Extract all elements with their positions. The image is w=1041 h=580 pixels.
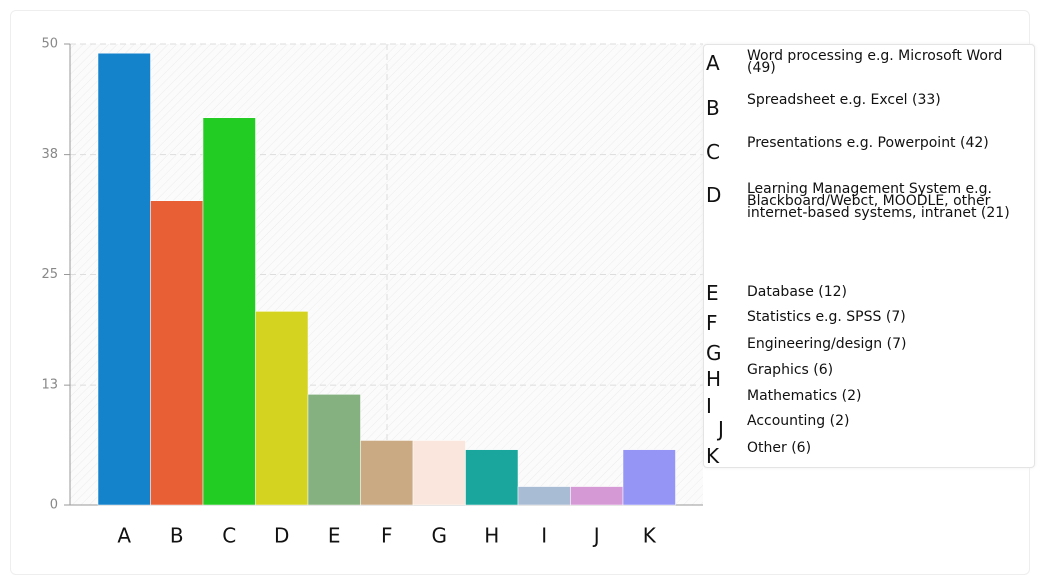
legend-label: Spreadsheet e.g. Excel (33) bbox=[747, 92, 941, 108]
legend-letter: B bbox=[706, 96, 720, 120]
y-tick-label: 25 bbox=[41, 267, 58, 282]
x-tick-label: G bbox=[432, 524, 448, 548]
bar bbox=[150, 200, 204, 506]
legend-letter: A bbox=[706, 51, 720, 75]
x-tick-label: D bbox=[274, 524, 289, 548]
bar bbox=[97, 52, 151, 506]
legend: A Word processing e.g. Microsoft Word (49… bbox=[703, 44, 1035, 468]
legend-letter: I bbox=[706, 394, 712, 418]
legend-label: Mathematics (2) bbox=[747, 388, 862, 404]
bar bbox=[622, 449, 676, 506]
legend-label: Graphics (6) bbox=[747, 362, 834, 378]
legend-letter: J bbox=[718, 417, 724, 441]
legend-letter: D bbox=[706, 183, 722, 207]
bar bbox=[255, 311, 309, 506]
y-tick-label: 38 bbox=[41, 147, 58, 162]
legend-label: Engineering/design (7) bbox=[747, 336, 907, 352]
legend-label: Statistics e.g. SPSS (7) bbox=[747, 309, 906, 325]
x-tick-label: E bbox=[328, 524, 341, 548]
legend-letter: G bbox=[706, 341, 722, 365]
legend-label: Accounting (2) bbox=[747, 413, 850, 429]
y-tick-label: 13 bbox=[41, 378, 58, 393]
legend-label: Word processing e.g. Microsoft Word (49) bbox=[747, 48, 1003, 76]
legend-label: Presentations e.g. Powerpoint (42) bbox=[747, 135, 989, 151]
bar bbox=[307, 394, 361, 506]
x-tick-label: H bbox=[484, 524, 499, 548]
y-tick-label: 0 bbox=[50, 498, 58, 513]
legend-label: Other (6) bbox=[747, 440, 812, 456]
x-tick-label: J bbox=[592, 524, 600, 548]
legend-letter: K bbox=[706, 444, 720, 468]
bar bbox=[570, 486, 624, 506]
x-tick-label: K bbox=[643, 524, 657, 548]
legend-letter: H bbox=[706, 367, 722, 391]
bar bbox=[412, 440, 466, 506]
x-tick-label: F bbox=[381, 524, 393, 548]
bar bbox=[465, 449, 519, 506]
bar bbox=[202, 117, 256, 506]
bar bbox=[360, 440, 414, 506]
y-tick-label: 50 bbox=[41, 37, 58, 52]
legend-letter: E bbox=[706, 281, 719, 305]
legend-label: Learning Management System e.g. Blackboa… bbox=[747, 181, 1010, 221]
legend-label: Database (12) bbox=[747, 284, 847, 300]
x-tick-label: C bbox=[222, 524, 236, 548]
x-tick-label: I bbox=[541, 524, 547, 548]
legend-letter: C bbox=[706, 140, 720, 164]
x-tick-label: B bbox=[170, 524, 184, 548]
x-tick-label: A bbox=[117, 524, 131, 548]
bar bbox=[517, 486, 571, 506]
legend-letter: F bbox=[706, 311, 718, 335]
